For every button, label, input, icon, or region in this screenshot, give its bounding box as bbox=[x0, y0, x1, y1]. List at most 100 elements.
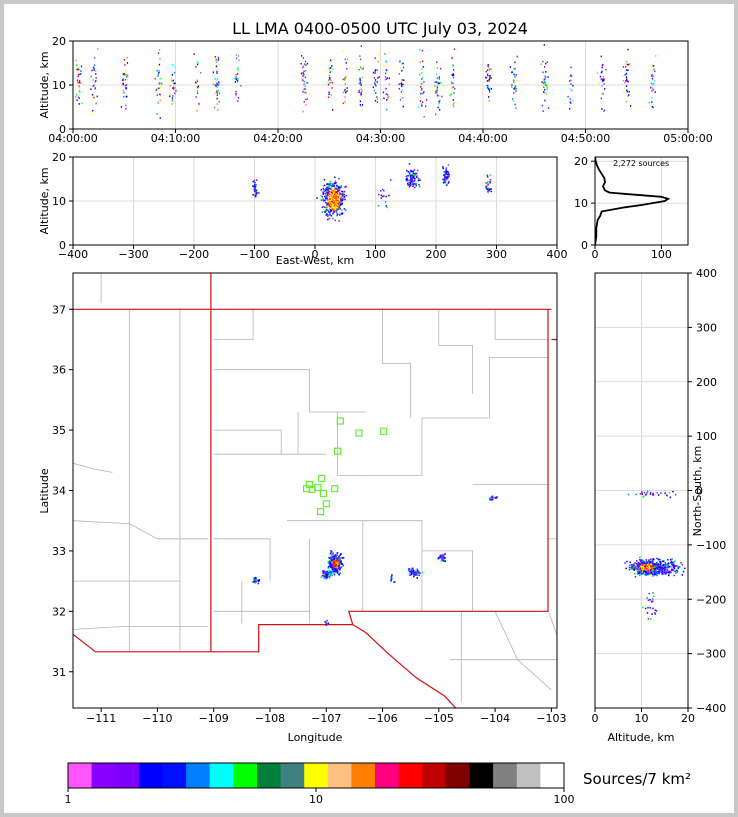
time-source-point bbox=[570, 102, 572, 104]
ns-source-point bbox=[670, 562, 672, 564]
ew-source-point bbox=[254, 190, 256, 193]
ns-source-point bbox=[643, 491, 646, 494]
ns-source-point bbox=[659, 558, 661, 561]
time-source-point bbox=[435, 90, 437, 93]
ns-source-point bbox=[655, 571, 658, 573]
time-source-point bbox=[304, 85, 306, 88]
plan-source-point bbox=[490, 498, 493, 501]
ns-source-point bbox=[644, 567, 646, 569]
ns-source-point bbox=[640, 565, 642, 567]
time-source-point bbox=[374, 70, 376, 72]
station-marker bbox=[318, 474, 326, 482]
time-source-point bbox=[547, 107, 550, 109]
time-source-point bbox=[216, 90, 218, 92]
time-source-point bbox=[544, 88, 546, 91]
time-source-point bbox=[651, 106, 653, 108]
ew-source-point bbox=[323, 190, 326, 193]
ns-source-point bbox=[668, 565, 670, 568]
ew-source-point bbox=[327, 209, 329, 212]
time-source-point bbox=[305, 104, 307, 106]
ew-source-point bbox=[448, 173, 450, 176]
x-tick-label: −300 bbox=[118, 248, 148, 261]
time-source-point bbox=[332, 68, 334, 71]
ns-source-point bbox=[641, 562, 643, 564]
x-tick-label: 05:00:00 bbox=[663, 132, 712, 145]
plan-source-point bbox=[327, 572, 330, 575]
time-source-point bbox=[327, 96, 330, 98]
time-source-point bbox=[374, 57, 376, 59]
ew-source-point bbox=[342, 194, 344, 197]
time-source-point bbox=[331, 87, 333, 89]
time-source-point bbox=[154, 77, 156, 80]
ns-source-point bbox=[661, 569, 663, 571]
time-source-point bbox=[124, 79, 126, 82]
ns-source-point bbox=[663, 566, 665, 569]
ew-source-point bbox=[338, 206, 341, 208]
ns-source-point bbox=[644, 564, 647, 566]
time-source-point bbox=[123, 91, 125, 94]
time-source-point bbox=[452, 76, 455, 79]
time-source-point bbox=[235, 94, 237, 97]
time-source-point bbox=[540, 63, 542, 65]
time-source-point bbox=[436, 67, 438, 70]
plan-source-point bbox=[441, 557, 443, 559]
ew-source-point bbox=[330, 184, 332, 186]
plan-source-point bbox=[393, 581, 396, 583]
ns-source-point bbox=[656, 563, 659, 565]
plan-source-point bbox=[391, 574, 393, 576]
county-boundary-line bbox=[421, 550, 474, 612]
plan-source-point bbox=[327, 567, 330, 570]
plan-source-point bbox=[412, 569, 415, 571]
ew-source-point bbox=[380, 194, 383, 197]
time-source-point bbox=[377, 60, 379, 63]
ns-source-point bbox=[636, 569, 638, 571]
ew-source-point bbox=[331, 200, 333, 203]
y-tick-label: 0 bbox=[59, 123, 66, 136]
ns-source-point bbox=[664, 568, 666, 570]
ew-source-point bbox=[334, 176, 336, 179]
ns-source-point bbox=[656, 492, 658, 494]
ew-source-point bbox=[487, 181, 489, 183]
time-source-point bbox=[398, 88, 400, 90]
ns-source-point bbox=[672, 566, 675, 568]
time-source-point bbox=[123, 95, 125, 98]
ew-source-point bbox=[417, 178, 420, 180]
plan-source-point bbox=[339, 558, 341, 560]
ew-source-point bbox=[408, 184, 410, 186]
county-boundary-line bbox=[73, 626, 209, 630]
ns-source-point bbox=[672, 568, 674, 571]
time-source-point bbox=[543, 80, 545, 83]
ns-source-point bbox=[657, 570, 659, 573]
ew-source-point bbox=[325, 201, 327, 204]
time-source-point bbox=[303, 74, 305, 76]
time-source-point bbox=[516, 55, 518, 58]
x-tick-label: 04:00:00 bbox=[48, 132, 97, 145]
time-source-point bbox=[651, 96, 653, 99]
ew-source-point bbox=[341, 199, 344, 202]
time-source-point bbox=[97, 48, 99, 50]
time-source-point bbox=[171, 64, 173, 66]
time-source-point bbox=[125, 76, 128, 78]
time-source-point bbox=[512, 79, 514, 81]
ew-source-point bbox=[253, 186, 256, 189]
ns-source-point bbox=[662, 567, 664, 570]
ew-source-point bbox=[485, 182, 487, 184]
ns-source-point bbox=[635, 562, 638, 565]
time-source-point bbox=[303, 101, 305, 103]
ns-source-point bbox=[642, 496, 644, 498]
ew-source-point bbox=[340, 198, 342, 201]
colorbar-swatch bbox=[233, 763, 258, 788]
time-source-point bbox=[488, 74, 490, 77]
time-source-point bbox=[126, 78, 129, 81]
ns-source-point bbox=[635, 566, 638, 569]
time-source-point bbox=[421, 101, 424, 103]
ew-source-point bbox=[254, 184, 256, 186]
time-source-point bbox=[601, 108, 603, 110]
ns-source-point bbox=[639, 564, 641, 566]
time-source-point bbox=[449, 94, 451, 97]
ew-source-point bbox=[331, 185, 334, 187]
ew-source-point bbox=[490, 190, 492, 193]
ew-source-point bbox=[447, 171, 449, 173]
